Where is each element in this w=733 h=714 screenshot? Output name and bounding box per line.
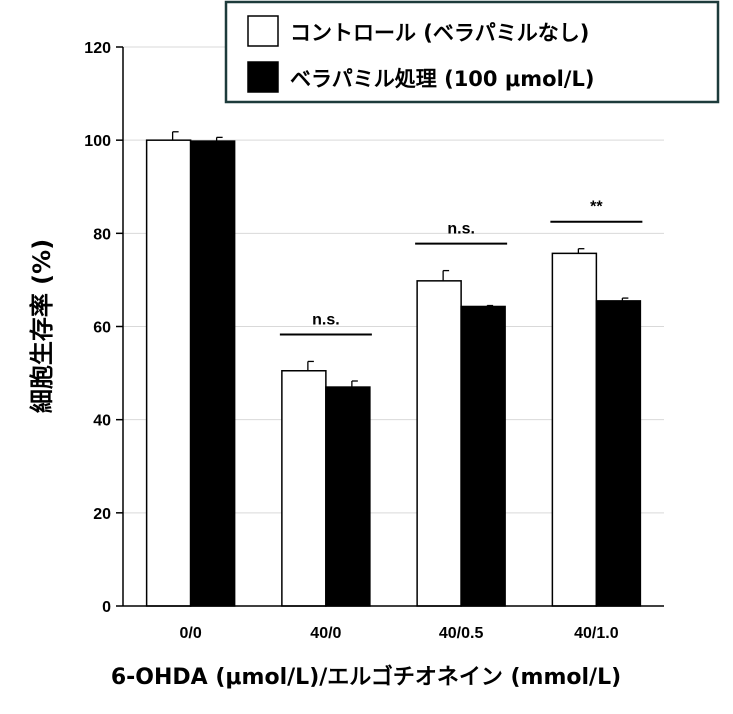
x-tick-label: 40/0 xyxy=(310,625,341,642)
x-tick-label: 0/0 xyxy=(180,625,202,642)
x-axis-label: 6-OHDA (μmol/L)/エルゴチオネイン (mmol/L) xyxy=(111,664,621,690)
y-tick-label: 60 xyxy=(93,320,111,337)
y-tick-label: 120 xyxy=(84,40,111,57)
bar-verapamil-1 xyxy=(325,386,371,607)
y-tick-label: 80 xyxy=(93,226,111,243)
legend-label-verapamil: ベラパミル処理 (100 μmol/L) xyxy=(290,67,594,91)
y-tick-label: 0 xyxy=(102,599,111,616)
x-tick-label: 40/1.0 xyxy=(574,625,619,642)
bar-verapamil-0 xyxy=(189,140,236,607)
error-bars xyxy=(171,131,629,388)
bars xyxy=(145,139,642,607)
y-axis-label: 細胞生存率 (%) xyxy=(28,239,56,413)
legend-box xyxy=(224,0,720,104)
y-tick-label: 100 xyxy=(84,133,111,150)
significance-label: n.s. xyxy=(312,311,340,328)
bar-verapamil-2 xyxy=(460,305,506,607)
significance-annotations: n.s. n.s. ** xyxy=(279,199,643,336)
x-tick-labels: 0/0 40/0 40/0.5 40/1.0 xyxy=(180,625,619,642)
y-tick-label: 20 xyxy=(93,506,111,523)
legend-swatch-verapamil xyxy=(247,61,279,93)
bar-verapamil-3 xyxy=(595,300,642,607)
bar-control-2 xyxy=(416,280,462,607)
significance-label: ** xyxy=(590,199,603,216)
legend: コントロール (ベラパミルなし) ベラパミル処理 (100 μmol/L) xyxy=(224,0,720,104)
bar-control-1 xyxy=(281,370,327,607)
bar-control-3 xyxy=(551,252,598,607)
y-tick-label: 40 xyxy=(93,413,111,430)
y-tick-labels: 0 20 40 60 80 100 120 xyxy=(84,40,123,616)
bar-control-0 xyxy=(145,139,192,607)
legend-swatch-control xyxy=(247,15,279,47)
x-tick-label: 40/0.5 xyxy=(439,625,484,642)
legend-label-control: コントロール (ベラパミルなし) xyxy=(290,21,589,45)
significance-label: n.s. xyxy=(447,221,475,238)
